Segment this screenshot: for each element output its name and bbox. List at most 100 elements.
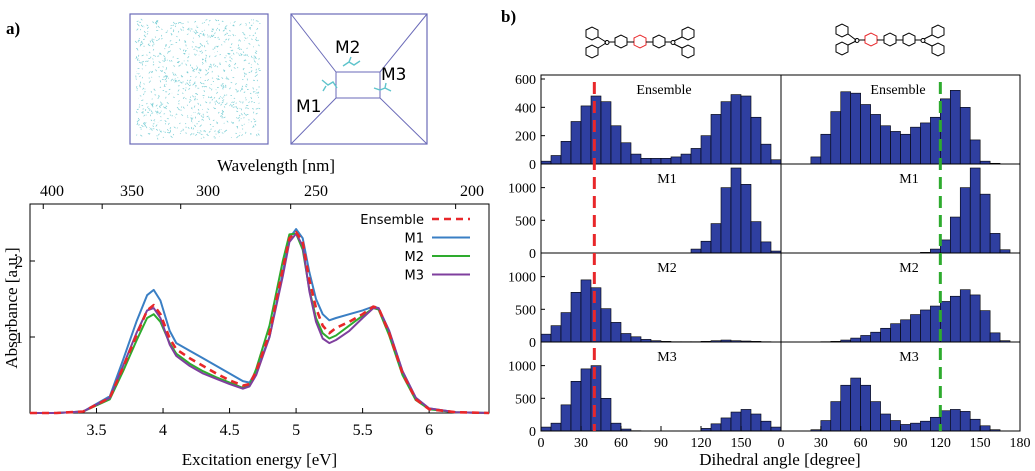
histogram-bar [670, 156, 682, 165]
absorbance-tick-label: 2 [15, 254, 23, 271]
histogram-bar [750, 413, 762, 432]
dihedral-tick-label: 90 [654, 436, 668, 451]
absorbance-tick-label: 1 [15, 330, 23, 347]
histogram-bar [860, 384, 871, 432]
histogram-bar [989, 233, 1001, 254]
histogram-bar [969, 167, 981, 254]
inset-label-m2: M2 [335, 38, 360, 58]
histogram-bar [600, 308, 612, 343]
dihedral-histogram-grid: Ensemble0200400600M105001000M205001000M3… [508, 73, 1031, 451]
histogram-row-label: Ensemble [870, 83, 925, 98]
histogram-bar [580, 105, 592, 165]
histogram-bar [920, 420, 931, 432]
histogram-bar [600, 101, 612, 165]
histogram-bar [560, 141, 572, 165]
count-tick-label: 0 [529, 158, 536, 173]
histogram-bar [550, 325, 562, 343]
histogram-bar [740, 95, 752, 165]
molecule-m1 [321, 79, 338, 92]
simulation-box-full [129, 13, 269, 145]
histogram-row-label: M2 [899, 261, 918, 276]
count-tick-label: 0 [529, 425, 536, 440]
histogram-bar [949, 295, 961, 343]
histogram-bar [550, 422, 562, 432]
energy-tick-label: 4 [159, 422, 167, 439]
dihedral-tick-label: 120 [691, 436, 712, 451]
dihedral-tick-label: 120 [930, 436, 951, 451]
histogram-bar [900, 424, 911, 432]
histogram-row-label: M3 [657, 350, 676, 365]
wavelength-tick-200: 200 [460, 183, 484, 200]
count-tick-label: 600 [515, 73, 536, 88]
histogram-bar [910, 126, 921, 165]
histogram-bar [620, 142, 632, 165]
count-tick-label: 500 [515, 392, 536, 407]
wavelength-tick-labels: 400 350 300 250 200 [40, 183, 484, 200]
legend-label-m1: M1 [405, 232, 425, 247]
energy-x-ticks: 3.5 4 4.5 5 5.5 6 [87, 408, 433, 439]
histogram-bar [890, 420, 901, 432]
histogram-bar [590, 287, 602, 343]
histogram-bar [540, 426, 552, 432]
histogram-bar [920, 309, 931, 343]
count-tick-label: 200 [515, 130, 536, 145]
histogram-bar [830, 111, 842, 165]
dihedral-tick-label: 90 [894, 436, 908, 451]
dihedral-tick-label: 30 [574, 436, 588, 451]
molecule-structure-left [585, 26, 695, 59]
histogram-bar [820, 133, 832, 165]
histogram-bar [880, 327, 891, 343]
histogram-right-m1: M1 [780, 163, 1021, 254]
histogram-bar [959, 289, 971, 343]
histogram-bar [959, 411, 971, 432]
histogram-bar [600, 398, 612, 432]
histogram-bar [710, 423, 722, 432]
energy-axis-label: Excitation energy [eV] [182, 450, 337, 469]
histogram-bar [570, 121, 582, 165]
wavelength-tick-250: 250 [304, 183, 328, 200]
histogram-left-m2: M2 0 500 1000 [508, 252, 782, 351]
histogram-bar [610, 125, 622, 165]
legend-label-ensemble: Ensemble [360, 213, 424, 228]
count-tick-label: 1000 [508, 271, 536, 286]
histogram-bar [840, 91, 852, 165]
histogram-bar [810, 156, 822, 165]
histogram-left-m3: M3 0 500 1000 [508, 341, 782, 440]
energy-tick-label: 4.5 [220, 422, 240, 439]
histogram-bar [969, 139, 981, 165]
histogram-bar [740, 409, 752, 432]
histogram-bar [730, 94, 742, 165]
histogram-bar [730, 167, 742, 254]
histogram-right-m3: M3 [780, 341, 1021, 432]
histogram-bar [750, 221, 762, 254]
wavelength-axis-label: Wavelength [nm] [217, 156, 335, 175]
histogram-bar [740, 184, 752, 254]
histogram-bar [570, 292, 582, 343]
histogram-bar [979, 193, 991, 254]
molecule-m3 [373, 82, 392, 92]
histogram-bar [880, 125, 891, 165]
histogram-bar [630, 336, 642, 343]
histogram-bar [840, 384, 852, 432]
histogram-bar [949, 90, 961, 165]
histogram-bar [979, 425, 991, 432]
histogram-bar [969, 294, 981, 343]
histogram-row-label: M1 [899, 172, 918, 187]
histogram-bar [610, 422, 622, 432]
histogram-bar [850, 377, 861, 432]
histogram-bar [620, 333, 632, 343]
histogram-bar [720, 101, 732, 165]
spectrum-legend: Ensemble M1 M2 M3 [360, 213, 470, 284]
count-tick-label: 500 [515, 303, 536, 318]
histogram-bar [900, 133, 911, 165]
energy-tick-label: 6 [425, 422, 433, 439]
absorbance-axis-label: Absorbance [a.u.] [2, 247, 21, 368]
series-line-m2 [30, 232, 490, 414]
wavelength-tick-300: 300 [196, 183, 220, 200]
histogram-right-ensemble: Ensemble [780, 74, 1021, 165]
dihedral-tick-label: 30 [814, 436, 828, 451]
histogram-bar [979, 310, 991, 343]
wavelength-tick-400: 400 [40, 183, 64, 200]
